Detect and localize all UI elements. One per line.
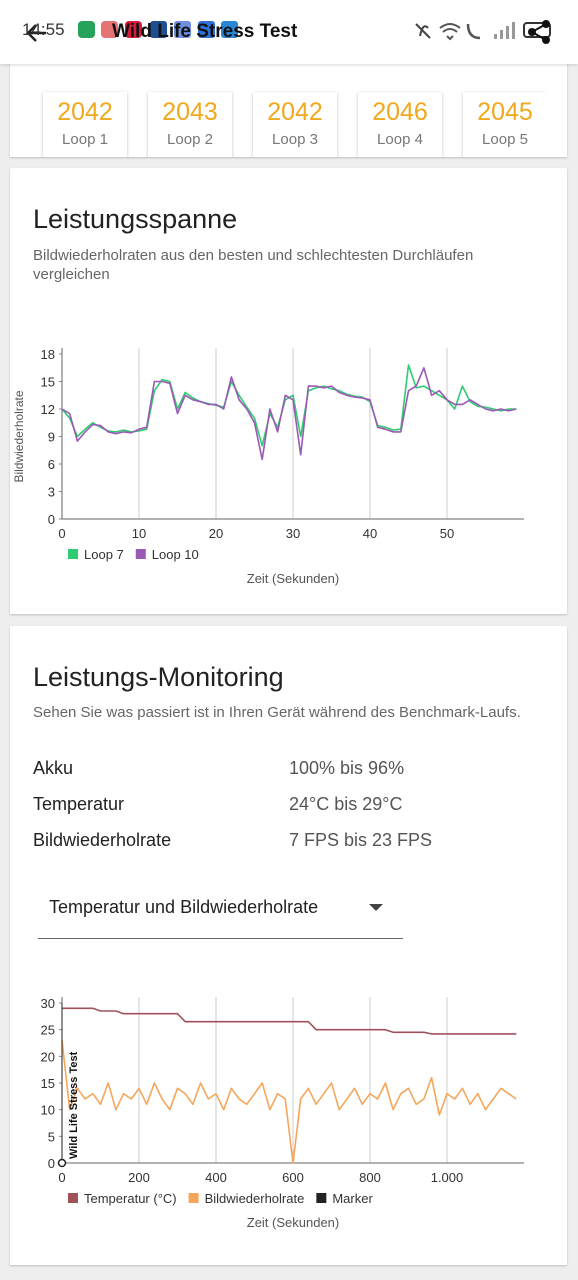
marker-label: Wild Life Stress Test [68, 1051, 80, 1159]
loop-label: Loop 2 [167, 131, 213, 148]
range-chart: 0 3 6 9 12 15 18 0 10 20 30 40 50 Bildwiederholrate Ze… [12, 347, 524, 586]
loop-label: Loop 4 [377, 131, 423, 148]
x-axis-label: Zeit (Sekunden) [247, 571, 340, 586]
y-tick-label: 3 [48, 485, 55, 500]
monitoring-chart: 0 5 10 15 20 25 30 0 200 400 600 800 1.000 Zeit (Seku… [41, 996, 524, 1230]
legend-swatch [68, 549, 78, 559]
back-button[interactable] [24, 20, 50, 46]
x-tick-label: 50 [440, 526, 454, 541]
series-line [61, 1040, 517, 1164]
score-tile[interactable]: 2046 Loop 4 [358, 92, 442, 157]
y-tick-label: 6 [48, 457, 55, 472]
y-tick-label: 20 [41, 1049, 55, 1064]
y-tick-label: 5 [48, 1129, 55, 1144]
score-tile[interactable]: 2042 Loop 3 [253, 92, 337, 157]
x-tick-label: 30 [286, 526, 300, 541]
dropdown-arrow [369, 904, 383, 911]
status-time: 14:55 [22, 20, 65, 39]
y-tick-label: 9 [48, 430, 55, 445]
y-tick-label: 0 [48, 1156, 55, 1171]
y-tick-label: 0 [48, 512, 55, 527]
x-tick-label: 0 [58, 1170, 65, 1185]
y-tick-label: 15 [41, 1076, 55, 1091]
series-line [61, 367, 517, 461]
score: 2043 [162, 98, 218, 126]
chart-dropdown[interactable]: Temperatur und Bildwiederholrate [38, 882, 403, 939]
loop-label: Loop 1 [62, 131, 108, 148]
monitoring-card: Leistungs-Monitoring Sehen Sie was passi… [10, 626, 567, 1265]
legend-swatch [135, 549, 146, 559]
section-title: Leistungsspanne [33, 204, 238, 234]
x-tick-label: 40 [363, 526, 377, 541]
x-axis-label: Zeit (Sekunden) [247, 1215, 340, 1230]
series-line [61, 364, 517, 447]
legend-label: Loop 10 [152, 547, 199, 562]
y-tick-label: 10 [41, 1103, 55, 1118]
score: 2042 [267, 98, 323, 126]
metric-label: Akku [33, 758, 74, 778]
x-tick-label: 10 [132, 526, 146, 541]
metric-label: Temperatur [33, 794, 125, 814]
x-tick-label: 600 [282, 1170, 304, 1185]
metric-value: 7 FPS bis 23 FPS [289, 830, 433, 850]
notification-icons [78, 21, 238, 38]
y-tick-label: 12 [41, 402, 55, 417]
metric-value: 24°C bis 29°C [289, 794, 403, 814]
x-tick-label: 200 [128, 1170, 150, 1185]
y-tick-label: 18 [41, 347, 55, 362]
scores-strip: 2042 Loop 1 2043 Loop 2 2042 Loop 3 2046 Loo… [10, 40, 546, 157]
score-tile[interactable]: 2042 Loop 1 [43, 92, 127, 157]
score: 2042 [57, 98, 113, 126]
legend-label: Bildwiederholrate [205, 1191, 305, 1206]
score-tile[interactable]: 2045 Loop 5 [463, 92, 546, 157]
marker-point [57, 1158, 67, 1168]
score: 2045 [477, 98, 533, 126]
legend-swatch [68, 1193, 78, 1203]
legend-label: Marker [332, 1191, 373, 1206]
metric-value: 100% bis 96% [289, 758, 405, 778]
dropdown-value: Temperatur und Bildwiederholrate [49, 897, 319, 917]
series-line [62, 1007, 517, 1035]
metric-label: Bildwiederholrate [33, 830, 172, 850]
range-card: Leistungsspanne Bildwiederholraten aus d… [10, 168, 567, 614]
section-title: Leistungs-Monitoring [33, 662, 284, 692]
y-tick-label: 25 [41, 1023, 55, 1038]
y-axis-label: Bildwiederholrate [12, 390, 26, 482]
loop-label: Loop 5 [482, 131, 528, 148]
y-tick-label: 30 [41, 996, 55, 1011]
x-tick-label: 0 [58, 526, 65, 541]
y-tick-label: 15 [41, 375, 55, 390]
legend-swatch [316, 1193, 327, 1203]
legend-swatch [188, 1193, 199, 1203]
section-subtitle: Sehen Sie was passiert ist in Ihren Gerä… [33, 704, 521, 721]
status-icons [415, 20, 551, 44]
x-tick-label: 20 [209, 526, 223, 541]
screen-title: Wild Life Stress Test [112, 21, 298, 42]
legend-label: Temperatur (°C) [84, 1191, 177, 1206]
app-bar: 14:55 Wild Life Stress Test [0, 0, 578, 64]
section-subtitle: Bildwiederholraten aus den besten und sc… [33, 247, 474, 283]
loop-label: Loop 3 [272, 131, 318, 148]
score: 2046 [372, 98, 428, 126]
x-tick-label: 1.000 [431, 1170, 464, 1185]
legend-label: Loop 7 [84, 547, 124, 562]
x-tick-label: 800 [359, 1170, 381, 1185]
score-tile[interactable]: 2043 Loop 2 [148, 92, 232, 157]
x-tick-label: 400 [205, 1170, 227, 1185]
